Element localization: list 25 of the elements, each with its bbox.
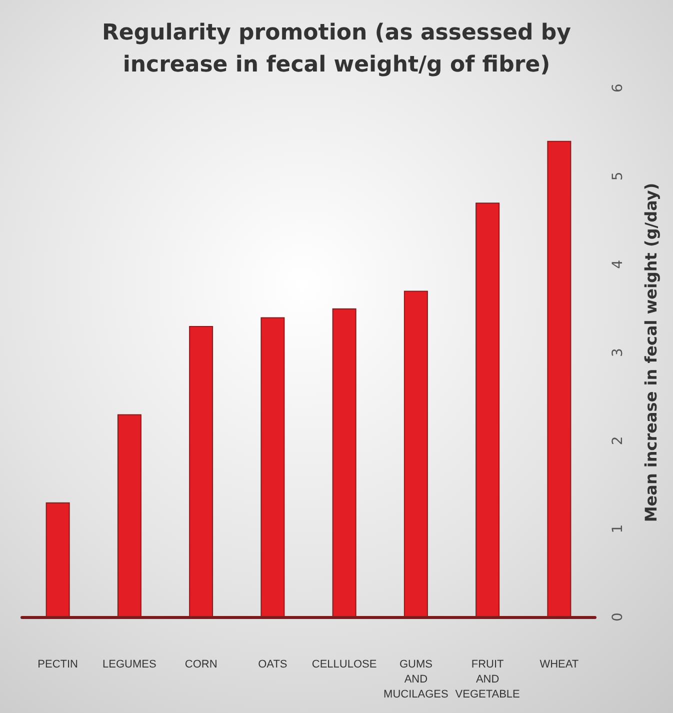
y-tick-label: 4 (610, 260, 626, 269)
y-tick-label: 2 (610, 436, 626, 446)
y-tick-label: 3 (610, 348, 626, 357)
x-tick-label: FRUIT AND VEGETABLE (455, 658, 520, 700)
bar (547, 140, 572, 617)
bar (46, 502, 70, 617)
x-tick-label: CELLULOSE (312, 658, 377, 670)
x-tick-label: LEGUMES (102, 658, 156, 670)
y-tick-label: 1 (610, 524, 626, 534)
bar (404, 290, 428, 617)
bar (476, 202, 500, 617)
y-tick-label: 6 (610, 83, 626, 92)
chart-title: Regularity promotion (as assessed by increase in fecal weight/g of fibre) (102, 20, 572, 78)
y-axis-title: Mean increase in fecal weight (g/day) (642, 182, 660, 522)
x-tick-label: OATS (258, 658, 288, 670)
x-tick-label: PECTIN (38, 658, 78, 670)
x-tick-label: CORN (184, 658, 218, 670)
bar (117, 414, 142, 617)
y-tick-label: 5 (610, 172, 626, 181)
y-tick-label: 0 (610, 612, 626, 622)
x-tick-label: WHEAT (540, 658, 579, 670)
bar (260, 317, 285, 617)
x-tick-label: GUMS AND MUCILAGES (384, 658, 448, 700)
bar (332, 308, 356, 617)
bar (189, 326, 214, 617)
